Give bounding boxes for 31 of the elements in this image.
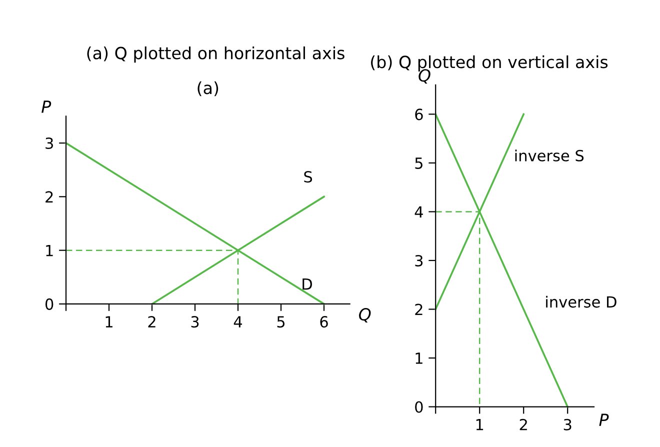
chart-title: (a) Q plotted on horizontal axis xyxy=(87,46,344,63)
y-tick-label: 4 xyxy=(414,206,423,218)
y-axis-title: P xyxy=(42,100,52,113)
y-tick-label: 0 xyxy=(45,298,54,310)
series-label: D xyxy=(302,278,312,290)
chart-subtitle: (a) xyxy=(198,81,218,96)
y-axis-title: Q xyxy=(418,69,430,84)
x-tick-label: 3 xyxy=(564,418,572,430)
y-tick-label: 5 xyxy=(415,158,422,169)
x-tick-label: 4 xyxy=(234,316,242,328)
y-tick-label: 3 xyxy=(46,138,53,150)
chart-title: (b) Q plotted on vertical axis xyxy=(371,55,608,72)
x-tick-label: 3 xyxy=(191,316,199,328)
y-tick-label: 1 xyxy=(46,244,53,256)
series-label: S xyxy=(304,171,312,183)
y-tick-label: 1 xyxy=(416,352,422,364)
x-tick-label: 2 xyxy=(148,316,156,328)
y-tick-label: 0 xyxy=(415,401,423,413)
y-tick-label: 2 xyxy=(46,191,53,202)
y-tick-label: 2 xyxy=(415,304,422,316)
x-axis-title: P xyxy=(599,414,609,426)
x-axis-title: Q xyxy=(359,308,371,323)
y-tick-label: 3 xyxy=(415,254,423,266)
y-tick-label: 6 xyxy=(415,108,423,120)
series-label: inverse D xyxy=(546,296,616,308)
x-tick-label: 6 xyxy=(320,316,328,328)
x-tick-label: 1 xyxy=(106,316,112,328)
x-tick-label: 5 xyxy=(277,316,285,328)
x-tick-label: 1 xyxy=(476,419,484,430)
x-tick-label: 2 xyxy=(520,418,527,430)
series-label: inverse S xyxy=(515,150,584,162)
